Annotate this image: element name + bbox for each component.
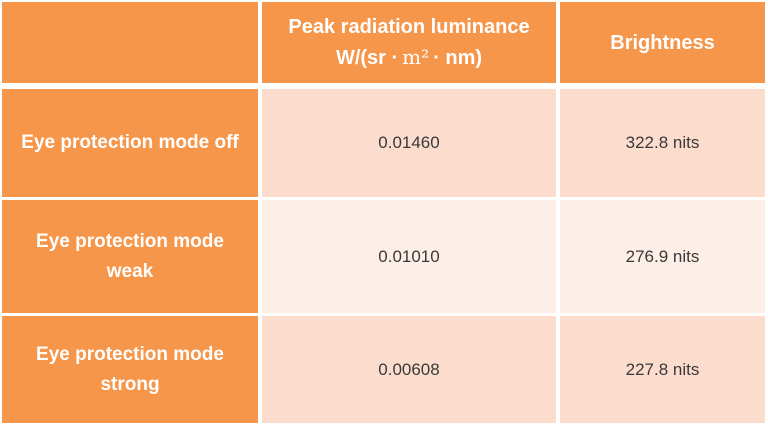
peak-value-strong: 0.00608 — [378, 359, 440, 379]
brightness-value-off-cell: 322.8 nits — [560, 89, 765, 197]
brightness-value-off: 322.8 nits — [625, 133, 700, 152]
table-row-label-strong: Eye protection mode strong — [2, 316, 258, 423]
peak-value-off-cell: 0.01460 — [262, 89, 556, 197]
peak-value-weak: 0.01010 — [378, 246, 440, 266]
header-brightness-cell: Brightness — [560, 2, 765, 83]
brightness-value-weak: 276.9 nits — [625, 246, 700, 266]
peak-value-weak-cell: 0.01010 — [262, 200, 556, 313]
brightness-value-strong: 227.8 nits — [625, 359, 700, 379]
peak-value-off: 0.01460 — [378, 133, 440, 152]
header-empty-cell — [2, 2, 258, 83]
header-peak-luminance-cell: Peak radiation luminance W/(sr · m² · nm) — [262, 2, 556, 83]
row-label-text: Eye protection mode weak — [36, 231, 224, 282]
table-row-label-weak: Eye protection mode weak — [2, 200, 258, 313]
row-label-text: Eye protection mode strong — [36, 344, 224, 395]
row-label-text: Eye protection mode off — [21, 132, 239, 154]
table-row-label-off: Eye protection mode off — [2, 89, 258, 197]
unit-square-meter: m² — [402, 45, 430, 69]
header-peak-luminance-line1: Peak radiation luminance — [288, 16, 530, 38]
unit-prefix: W/(sr · — [335, 47, 399, 69]
peak-value-strong-cell: 0.00608 — [262, 316, 556, 423]
brightness-value-weak-cell: 276.9 nits — [560, 200, 765, 313]
unit-suffix: · nm) — [433, 47, 483, 69]
header-peak-luminance-unit-line: W/(sr · m² · nm) — [336, 42, 482, 73]
header-brightness-label: Brightness — [610, 31, 715, 54]
brightness-value-strong-cell: 227.8 nits — [560, 316, 765, 423]
